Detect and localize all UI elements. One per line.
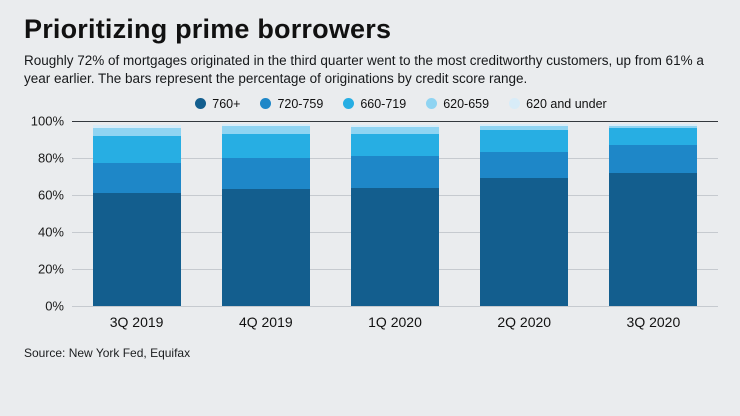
stacked-bar xyxy=(92,121,181,306)
bar-segment xyxy=(92,163,181,194)
x-axis-label: 3Q 2020 xyxy=(626,313,681,330)
stacked-bar xyxy=(609,121,698,306)
bar-segment xyxy=(351,156,439,188)
bar-segment xyxy=(92,135,181,164)
bar-segment xyxy=(92,193,181,306)
bar-segment xyxy=(221,189,310,306)
bar-group xyxy=(460,121,589,306)
y-tick-label: 20% xyxy=(37,261,64,277)
bar-segment xyxy=(480,152,569,179)
bar-segment xyxy=(221,157,310,190)
y-tick-label: 80% xyxy=(37,150,64,166)
bar-segment xyxy=(480,125,569,131)
stacked-bar xyxy=(351,121,439,306)
bar-segment xyxy=(609,123,698,126)
legend-item: 620-659 xyxy=(426,97,489,111)
legend-item: 660-719 xyxy=(343,97,406,111)
legend-swatch xyxy=(509,98,521,110)
bar-segment xyxy=(92,128,181,136)
chart-subtitle: Roughly 72% of mortgages originated in t… xyxy=(24,53,704,86)
bar-segment xyxy=(351,133,439,157)
chart-legend: 760+ 720-759 660-719 620-659 620 and under xyxy=(84,97,718,111)
y-tick-label: 40% xyxy=(37,224,64,240)
legend-label: 720-759 xyxy=(277,96,324,111)
bar-segment xyxy=(221,123,310,127)
bar-segment xyxy=(609,144,698,173)
bar-segment xyxy=(480,178,569,306)
legend-swatch xyxy=(195,98,207,110)
bar-segment xyxy=(480,123,569,126)
legend-swatch xyxy=(343,98,355,110)
x-axis-label: 2Q 2020 xyxy=(497,313,552,330)
bar-group xyxy=(589,121,718,306)
bar-group xyxy=(201,121,330,306)
bar-segment xyxy=(351,126,439,134)
legend-label: 620 and under xyxy=(526,96,607,111)
legend-item: 620 and under xyxy=(509,97,607,111)
x-axis-label: 4Q 2019 xyxy=(238,313,293,330)
source-note: Source: New York Fed, Equifax xyxy=(24,345,191,360)
bar-segment xyxy=(609,125,698,129)
stacked-bar xyxy=(221,121,310,306)
legend-swatch xyxy=(260,98,272,110)
stacked-bar xyxy=(480,121,569,306)
bar-segment xyxy=(351,187,439,306)
legend-swatch xyxy=(426,98,438,110)
y-tick-label: 60% xyxy=(37,187,64,203)
y-tick-label: 0% xyxy=(45,298,64,314)
bar-segment xyxy=(351,124,439,127)
x-axis-label: 3Q 2019 xyxy=(109,313,164,330)
legend-label: 620-659 xyxy=(443,96,490,111)
plot-area xyxy=(72,120,718,307)
bar-segment xyxy=(221,126,310,134)
bar-group xyxy=(330,121,459,306)
chart-area: 100% 80% 60% 40% 20% 0% xyxy=(24,113,718,313)
x-axis: 3Q 2019 4Q 2019 1Q 2020 2Q 2020 3Q 2020 xyxy=(72,314,718,330)
legend-label: 660-719 xyxy=(360,96,407,111)
legend-item: 760+ xyxy=(195,97,240,111)
bar-segment xyxy=(221,133,310,158)
page-title: Prioritizing prime borrowers xyxy=(24,14,392,44)
gridline xyxy=(72,120,718,122)
bar-segment xyxy=(609,172,698,306)
legend-item: 720-759 xyxy=(260,97,323,111)
y-axis: 100% 80% 60% 40% 20% 0% xyxy=(24,113,72,313)
y-tick-label: 100% xyxy=(30,113,64,129)
legend-label: 760+ xyxy=(212,96,241,111)
x-axis-label: 1Q 2020 xyxy=(368,313,422,330)
bars-container xyxy=(72,121,718,306)
bar-group xyxy=(72,121,201,306)
bar-segment xyxy=(480,130,569,153)
bar-segment xyxy=(609,128,698,145)
bar-segment xyxy=(92,124,181,129)
gridline xyxy=(72,305,718,307)
